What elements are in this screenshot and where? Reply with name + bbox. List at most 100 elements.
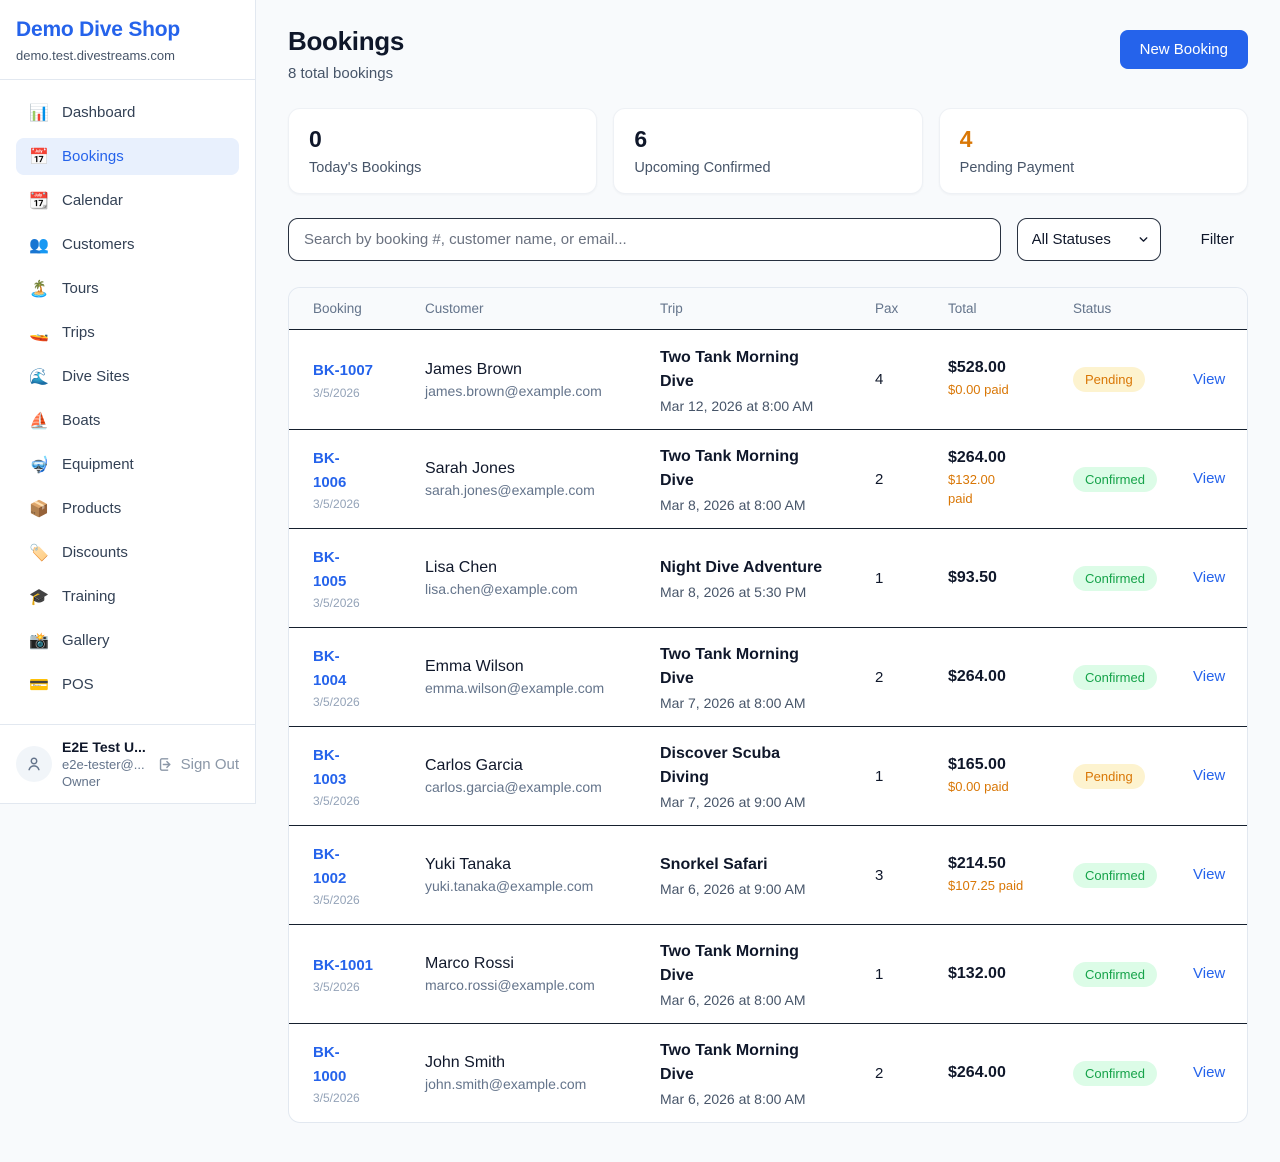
sidebar-item-boats[interactable]: ⛵ Boats [16, 402, 239, 439]
sidebar-item-gallery[interactable]: 📸 Gallery [16, 622, 239, 659]
status-select[interactable]: All Statuses [1016, 218, 1161, 261]
sidebar-item-training[interactable]: 🎓 Training [16, 578, 239, 615]
booking-link[interactable]: BK-1007 [313, 362, 374, 380]
customer-email: carlos.garcia@example.com [425, 779, 602, 795]
actions-cell: View [1193, 1064, 1225, 1082]
sidebar-item-label: Training [62, 588, 116, 605]
stat-value: 0 [309, 126, 322, 152]
sidebar-item-label: Equipment [62, 456, 134, 473]
sidebar-item-customers[interactable]: 👥 Customers [16, 226, 239, 263]
trip-cell: Two Tank Morning Dive Mar 8, 2026 at 8:0… [660, 445, 875, 513]
status-badge: Pending [1073, 763, 1145, 789]
booking-cell: BK- 1002 3/5/2026 [313, 843, 425, 907]
speedboat-icon: 🚤 [29, 324, 49, 342]
view-link[interactable]: View [1193, 668, 1226, 685]
booking-link[interactable]: BK- 1003 [313, 747, 347, 788]
user-email: e2e-tester@... [62, 757, 145, 772]
pax-value: 3 [875, 866, 884, 884]
customer-name: Carlos Garcia [425, 757, 523, 774]
status-select-wrap: All Statuses [1016, 218, 1161, 261]
actions-cell: View [1193, 965, 1225, 983]
booking-date: 3/5/2026 [313, 496, 360, 511]
total-cell: $93.50 [948, 569, 1073, 587]
sidebar-item-label: POS [62, 676, 94, 693]
island-icon: 🏝️ [29, 280, 49, 298]
view-link[interactable]: View [1193, 767, 1226, 784]
booking-date: 3/5/2026 [313, 1090, 360, 1105]
sidebar-item-label: Tours [62, 280, 99, 297]
booking-link[interactable]: BK- 1005 [313, 549, 347, 590]
booking-date: 3/5/2026 [313, 385, 360, 400]
view-link[interactable]: View [1193, 866, 1226, 883]
booking-link[interactable]: BK- 1000 [313, 1044, 347, 1085]
total-amount: $165.00 [948, 755, 1006, 773]
booking-date: 3/5/2026 [313, 892, 360, 907]
customer-email: lisa.chen@example.com [425, 581, 578, 597]
new-booking-button[interactable]: New Booking [1119, 30, 1248, 69]
customer-cell: John Smith john.smith@example.com [425, 1054, 660, 1092]
status-cell: Pending [1073, 367, 1193, 392]
view-link[interactable]: View [1193, 569, 1226, 586]
calendar-17-icon: 📅 [29, 148, 49, 166]
status-badge: Confirmed [1073, 565, 1157, 591]
customer-name: John Smith [425, 1054, 506, 1071]
table-row: BK- 1003 3/5/2026 Carlos Garcia carlos.ga… [289, 726, 1247, 825]
stat-label: Today's Bookings [309, 160, 422, 176]
trip-cell: Two Tank Morning Dive Mar 7, 2026 at 8:0… [660, 643, 875, 711]
customer-cell: James Brown james.brown@example.com [425, 361, 660, 399]
trip-name: Night Dive Adventure [660, 559, 823, 576]
total-amount: $264.00 [948, 1064, 1006, 1081]
customer-email: sarah.jones@example.com [425, 482, 595, 498]
view-link[interactable]: View [1193, 370, 1226, 388]
page-title: Bookings [288, 26, 405, 56]
customer-name: Sarah Jones [425, 460, 515, 477]
sailboat-icon: ⛵ [29, 412, 49, 430]
status-cell: Pending [1073, 763, 1193, 789]
paid-amount: $132.00 paid [948, 472, 995, 506]
view-link[interactable]: View [1193, 965, 1226, 982]
filter-row: All Statuses Filter [288, 218, 1248, 261]
pax-value: 4 [875, 371, 884, 388]
trip-datetime: Mar 6, 2026 at 8:00 AM [660, 992, 806, 1008]
trip-datetime: Mar 7, 2026 at 8:00 AM [660, 695, 806, 711]
sidebar-item-products[interactable]: 📦 Products [16, 490, 239, 527]
booking-link[interactable]: BK- 1002 [313, 846, 347, 887]
sidebar-item-dive-sites[interactable]: 🌊 Dive Sites [16, 358, 239, 395]
sidebar-item-equipment[interactable]: 🤿 Equipment [16, 446, 239, 483]
booking-cell: BK- 1004 3/5/2026 [313, 645, 425, 709]
trip-datetime: Mar 8, 2026 at 5:30 PM [660, 584, 807, 600]
table-header-row: Booking Customer Trip Pax Total Status [289, 288, 1247, 330]
view-link[interactable]: View [1193, 1064, 1226, 1081]
trip-cell: Two Tank Morning Dive Mar 12, 2026 at 8:… [660, 346, 875, 414]
sidebar-item-calendar[interactable]: 📆 Calendar [16, 182, 239, 219]
trip-datetime: Mar 8, 2026 at 8:00 AM [660, 497, 806, 513]
actions-cell: View [1193, 569, 1225, 587]
status-cell: Confirmed [1073, 664, 1193, 690]
search-input[interactable] [288, 218, 1001, 261]
customer-name: Marco Rossi [425, 955, 514, 972]
customer-email: emma.wilson@example.com [425, 680, 605, 696]
sidebar-item-discounts[interactable]: 🏷️ Discounts [16, 534, 239, 571]
stats-row: 0 Today's Bookings 6 Upcoming Confirmed … [288, 108, 1248, 194]
booking-link[interactable]: BK- 1006 [313, 450, 347, 491]
actions-cell: View [1193, 668, 1225, 686]
trip-datetime: Mar 6, 2026 at 8:00 AM [660, 1091, 806, 1107]
stat-card-upcoming-confirmed: 6 Upcoming Confirmed [613, 108, 923, 194]
paid-amount: $0.00 paid [948, 778, 1009, 794]
sidebar-item-trips[interactable]: 🚤 Trips [16, 314, 239, 351]
filter-button[interactable]: Filter [1187, 223, 1248, 256]
sidebar-item-pos[interactable]: 💳 POS [16, 666, 239, 703]
table-row: BK-1007 3/5/2026 James Brown james.brown… [289, 330, 1247, 429]
sidebar-item-tours[interactable]: 🏝️ Tours [16, 270, 239, 307]
sidebar-item-label: Products [62, 500, 122, 517]
view-link[interactable]: View [1193, 470, 1226, 487]
booking-date: 3/5/2026 [313, 595, 360, 610]
sidebar-item-bookings[interactable]: 📅 Bookings [16, 138, 239, 175]
sidebar-item-dashboard[interactable]: 📊 Dashboard [16, 94, 239, 131]
booking-link[interactable]: BK-1001 [313, 956, 374, 974]
sign-out-button[interactable]: Sign Out [157, 756, 239, 773]
stat-card-pending-payment: 4 Pending Payment [938, 108, 1248, 194]
total-cell: $165.00 $0.00 paid [948, 756, 1073, 797]
trip-cell: Two Tank Morning Dive Mar 6, 2026 at 8:0… [660, 940, 875, 1008]
booking-link[interactable]: BK- 1004 [313, 648, 347, 689]
